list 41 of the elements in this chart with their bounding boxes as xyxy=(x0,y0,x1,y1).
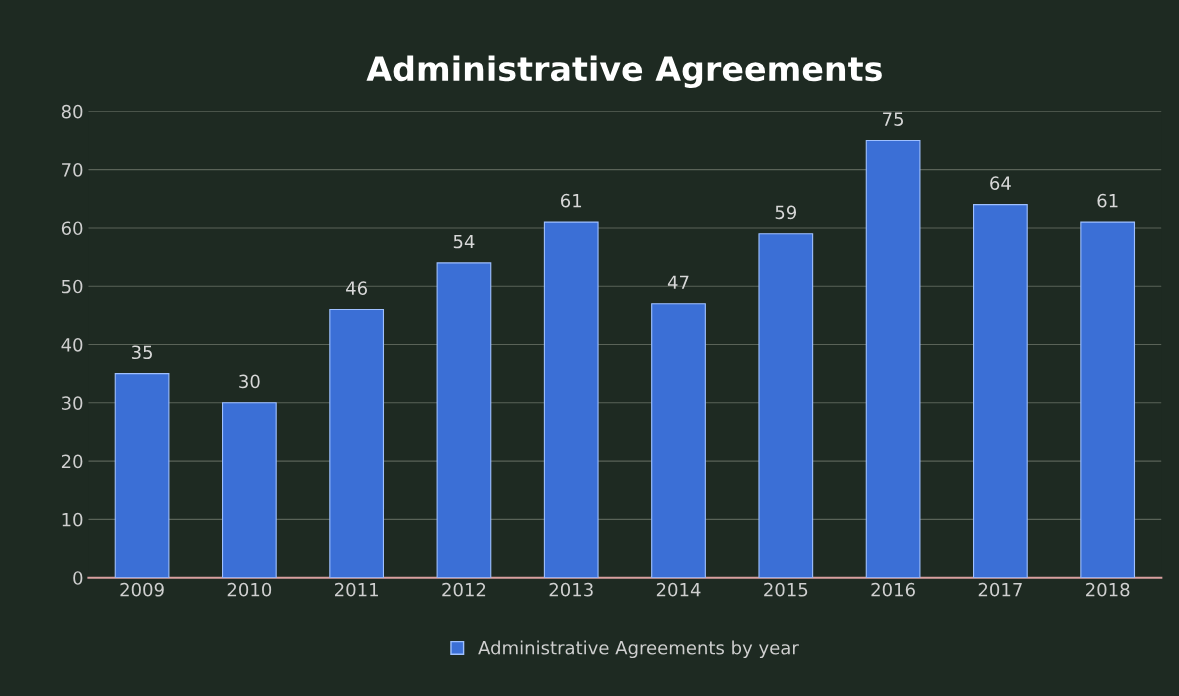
data-label: 47 xyxy=(667,275,689,289)
x-tick-label: 2015 xyxy=(764,582,808,597)
y-tick-label: 70 xyxy=(62,163,83,177)
data-label: 30 xyxy=(239,374,260,389)
y-tick-label: 60 xyxy=(61,221,83,236)
y-tick-label: 40 xyxy=(61,337,83,352)
bar xyxy=(436,262,492,578)
bar xyxy=(758,233,814,578)
y-tick-label: 50 xyxy=(61,279,83,294)
data-label: 75 xyxy=(883,112,903,126)
data-label: 59 xyxy=(775,205,797,220)
x-tick-label: 2013 xyxy=(549,582,593,597)
data-label: 46 xyxy=(346,281,367,295)
data-label: 35 xyxy=(131,345,152,360)
bar xyxy=(543,221,599,578)
x-tick-label: 2011 xyxy=(334,582,378,597)
bar xyxy=(329,308,385,578)
data-label: 61 xyxy=(561,193,582,208)
bar xyxy=(221,402,277,578)
x-tick-label: 2012 xyxy=(442,582,486,597)
data-label: 64 xyxy=(990,176,1011,191)
legend-label: Administrative Agreements by year xyxy=(478,640,799,659)
x-tick-label: 2009 xyxy=(120,582,164,597)
chart-title: Administrative Agreements xyxy=(366,55,882,88)
bar xyxy=(1080,221,1136,578)
bar xyxy=(865,139,921,578)
bar xyxy=(114,373,170,578)
y-tick-label: 80 xyxy=(61,104,83,119)
x-tick-label: 2014 xyxy=(656,582,701,597)
y-tick-label: 20 xyxy=(61,454,83,469)
y-tick-label: 10 xyxy=(62,512,83,527)
y-tick-label: 0 xyxy=(73,571,83,585)
x-tick-label: 2016 xyxy=(871,582,915,597)
x-tick-label: 2018 xyxy=(1086,582,1130,597)
bar xyxy=(651,303,706,578)
y-tick-label: 30 xyxy=(61,396,83,410)
data-label: 61 xyxy=(1097,193,1118,208)
x-tick-label: 2010 xyxy=(227,582,272,597)
bar xyxy=(973,204,1028,578)
x-tick-label: 2017 xyxy=(978,582,1022,597)
data-label: 54 xyxy=(453,234,475,249)
